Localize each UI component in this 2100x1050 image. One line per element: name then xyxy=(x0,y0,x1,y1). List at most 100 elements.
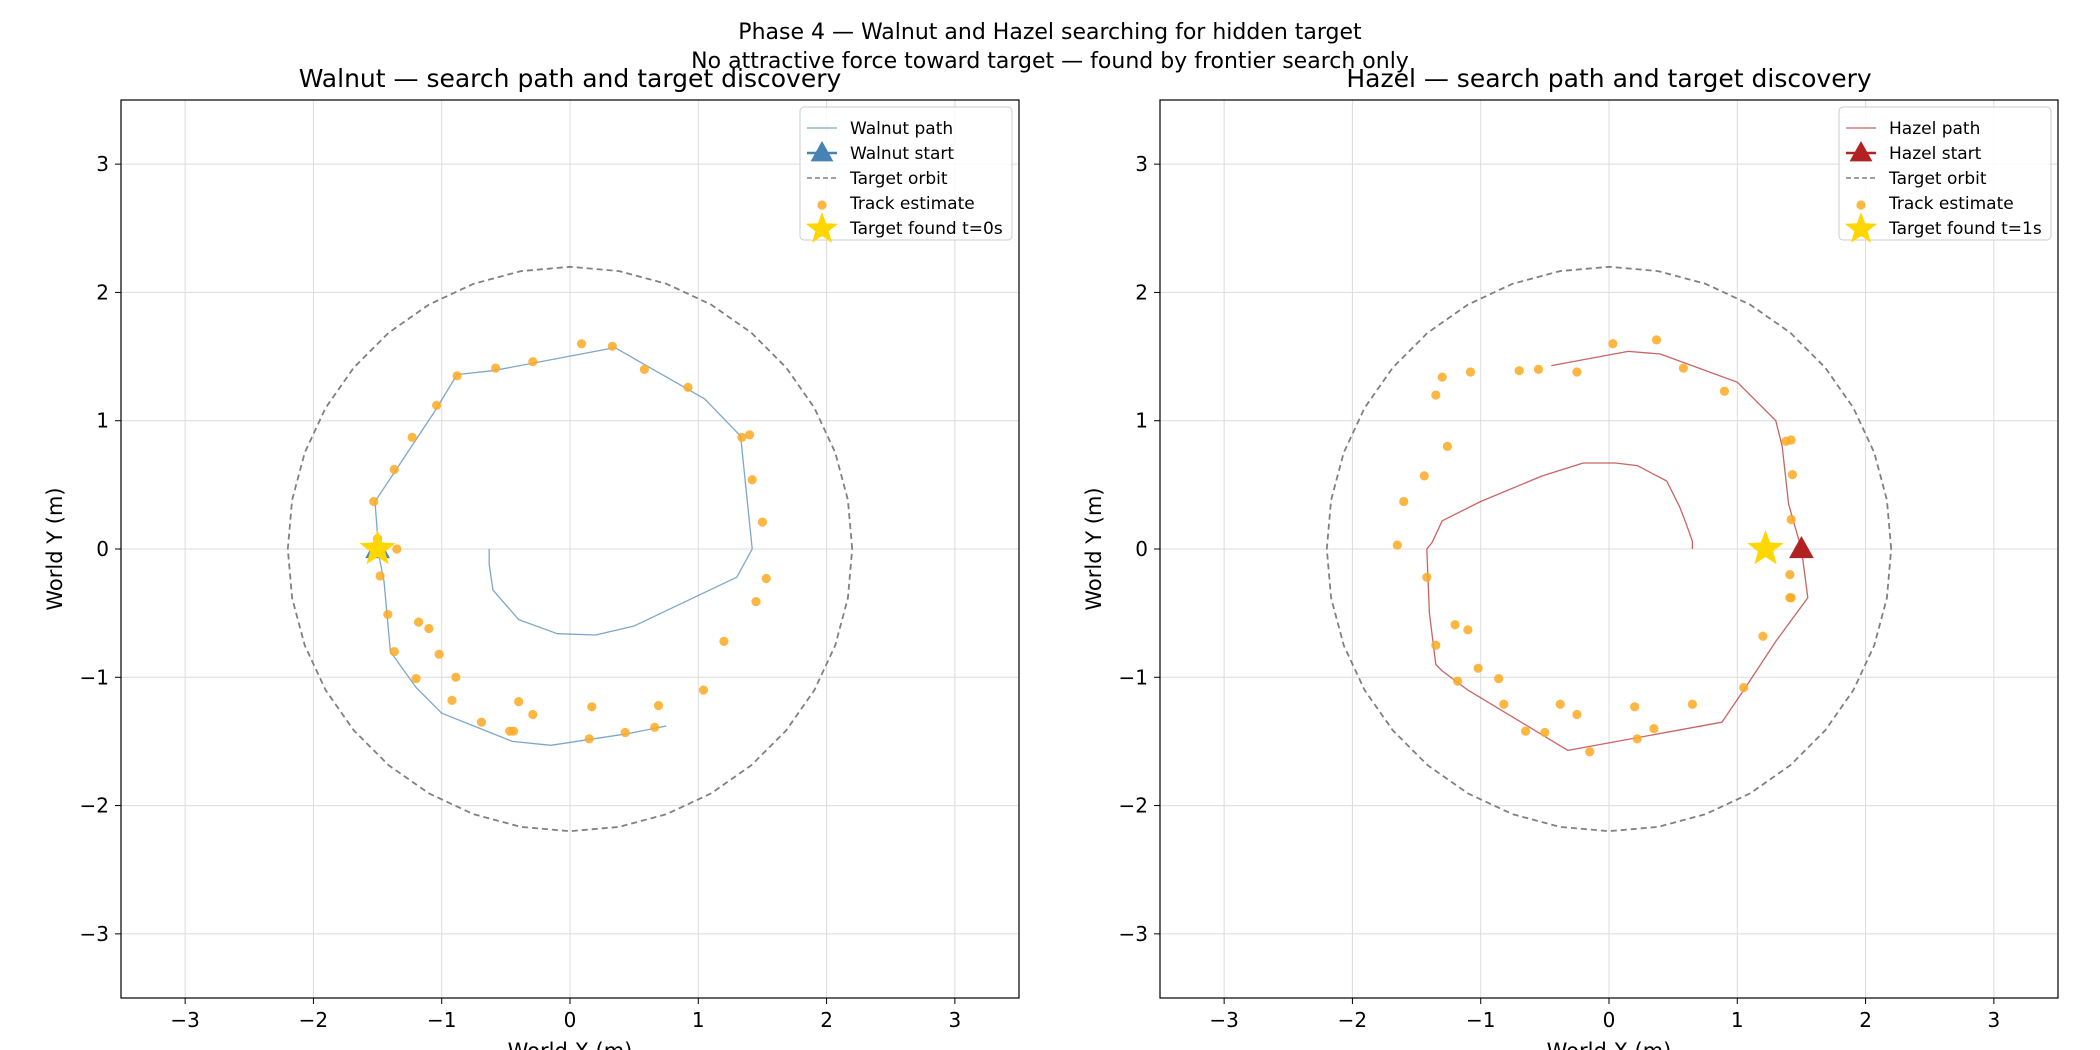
track-estimate-point xyxy=(411,673,421,684)
search-path-line xyxy=(374,346,753,746)
figure-subtitle: No attractive force toward target — foun… xyxy=(691,49,1409,74)
track-estimate-point xyxy=(1431,390,1441,400)
x-tick-label: −3 xyxy=(170,1008,199,1032)
track-estimate-point xyxy=(1739,682,1749,693)
x-tick-label: −1 xyxy=(1466,1008,1495,1032)
track-estimate-point xyxy=(719,636,729,646)
legend-label: Target orbit xyxy=(849,169,948,189)
track-estimate-point xyxy=(1785,570,1795,580)
track-estimate-point xyxy=(1719,386,1730,396)
track-estimate-point xyxy=(1787,469,1798,480)
track-estimate-point xyxy=(1533,364,1544,374)
y-axis-label: World Y (m) xyxy=(43,487,67,610)
walnut-plot: −3 −2 −1 0 1 2 3 −3 −2 −1 0 1 2 3 Walnut — search path… xyxy=(43,64,1020,1050)
target-orbit-line xyxy=(286,265,854,833)
track-estimate-point xyxy=(650,722,660,732)
hazel-plot: −3 −2 −1 0 1 2 3 −3 −2 −1 0 1 2 3 Hazel — search path … xyxy=(1082,64,2059,1050)
track-estimate-point xyxy=(414,617,424,627)
x-tick-label: −3 xyxy=(1209,1008,1238,1032)
track-estimate-point xyxy=(528,357,538,367)
track-estimate-point xyxy=(1585,747,1595,757)
legend-label: Target orbit xyxy=(1888,169,1987,189)
track-estimate-point xyxy=(1632,734,1642,744)
track-estimate-point xyxy=(1678,363,1689,373)
track-estimate-point xyxy=(1630,702,1640,712)
axes-title: Hazel — search path and target discovery xyxy=(1346,64,1872,93)
x-tick-label: 2 xyxy=(1859,1008,1872,1032)
track-estimate-point xyxy=(1422,572,1432,582)
track-estimate-point xyxy=(1514,366,1524,376)
track-estimate-point xyxy=(528,709,538,720)
track-estimate-point xyxy=(653,700,664,711)
track-estimate-point xyxy=(1786,514,1796,525)
legend-label: Walnut path xyxy=(850,119,953,139)
track-estimate-point xyxy=(1399,496,1409,507)
track-estimate-point xyxy=(451,672,461,682)
track-estimate-point xyxy=(607,341,617,351)
legend: Hazel path Hazel start Target orbit Track e… xyxy=(1838,106,2052,243)
x-tick-label: 0 xyxy=(564,1008,577,1032)
track-estimate-point xyxy=(587,702,597,712)
track-estimate-point xyxy=(1781,436,1791,446)
track-estimate-point xyxy=(1687,699,1697,709)
track-estimate-point xyxy=(576,339,587,349)
track-estimate-point xyxy=(1499,699,1509,709)
plot-area xyxy=(286,265,854,833)
track-estimate-point xyxy=(514,697,524,707)
track-estimate-point xyxy=(745,430,755,440)
track-estimate-point xyxy=(505,726,515,736)
track-estimate-point xyxy=(1758,631,1768,641)
legend-label: Hazel path xyxy=(1889,119,1980,139)
track-estimate-point xyxy=(1463,625,1473,635)
y-tick-label: −3 xyxy=(1119,922,1148,946)
track-estimate-point xyxy=(1437,372,1447,382)
track-estimate-point xyxy=(392,544,402,554)
plot-area xyxy=(1325,265,1893,833)
x-tick-label: 0 xyxy=(1603,1008,1616,1032)
track-estimate-point xyxy=(620,727,630,738)
y-tick-label: 0 xyxy=(1135,537,1148,561)
legend: Walnut path Walnut start Target orbit Track… xyxy=(799,106,1013,243)
axes-title: Walnut — search path and target discover… xyxy=(299,64,842,93)
track-estimate-points xyxy=(1392,335,1798,757)
y-tick-label: 1 xyxy=(96,409,109,433)
y-tick-label: −2 xyxy=(1119,794,1148,818)
track-estimate-point xyxy=(1431,640,1441,650)
target-orbit-line xyxy=(1325,265,1893,833)
track-estimate-point xyxy=(1419,471,1429,481)
x-tick-label: 2 xyxy=(820,1008,833,1032)
track-estimate-point xyxy=(1453,676,1463,686)
legend-label: Track estimate xyxy=(1888,194,2014,214)
track-estimate-point xyxy=(1465,367,1476,377)
track-estimate-point xyxy=(434,649,444,659)
track-estimate-point xyxy=(1785,593,1795,603)
track-estimate-point xyxy=(476,717,487,727)
target-found-star xyxy=(1747,530,1784,565)
track-estimate-point xyxy=(698,685,709,695)
track-estimate-point xyxy=(1555,699,1565,709)
x-tick-label: −2 xyxy=(299,1008,328,1032)
y-tick-label: 0 xyxy=(96,537,109,561)
y-tick-label: 1 xyxy=(1135,409,1148,433)
track-estimate-point xyxy=(1442,441,1452,451)
track-estimate-point xyxy=(452,371,462,381)
track-estimate-point xyxy=(1494,673,1504,684)
track-estimate-point xyxy=(1521,726,1531,736)
track-estimate-point xyxy=(431,400,442,410)
track-estimate-point xyxy=(1450,620,1460,630)
x-axis-label: World X (m) xyxy=(1547,1039,1672,1050)
x-tick-label: −1 xyxy=(427,1008,456,1032)
track-estimate-point xyxy=(1572,709,1582,720)
track-estimate-point xyxy=(584,734,594,744)
y-tick-label: −2 xyxy=(80,794,109,818)
y-tick-label: 3 xyxy=(1135,152,1148,176)
legend-label: Hazel start xyxy=(1889,144,1982,164)
y-tick-label: 2 xyxy=(1135,280,1148,304)
track-estimate-point xyxy=(737,432,747,442)
track-estimate-point xyxy=(1473,663,1483,673)
track-estimate-point xyxy=(369,496,379,507)
track-estimate-point xyxy=(375,571,385,581)
track-estimate-point xyxy=(1540,727,1550,738)
track-estimate-point xyxy=(389,464,399,475)
